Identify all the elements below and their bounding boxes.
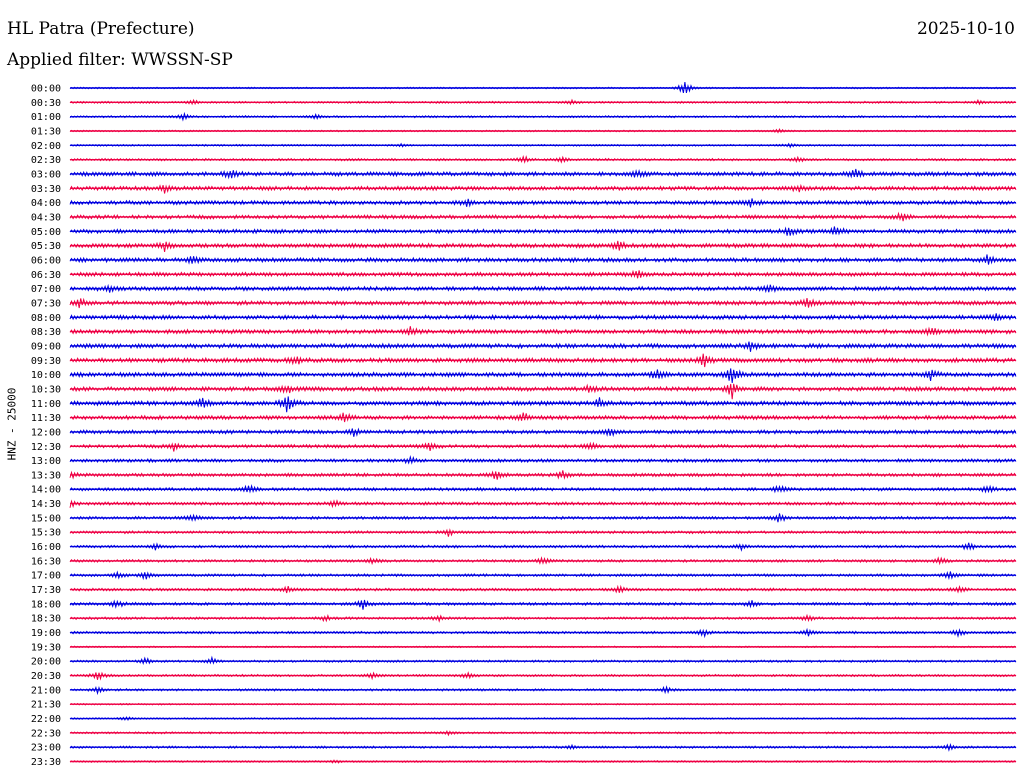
time-tick-label: 04:30 <box>31 212 61 223</box>
time-tick-label: 01:30 <box>31 126 61 137</box>
time-tick-label: 14:00 <box>31 485 61 496</box>
time-tick-label: 02:30 <box>31 155 61 166</box>
time-tick-label: 13:30 <box>31 470 61 481</box>
time-tick-label: 04:00 <box>31 198 61 209</box>
trace-0530 <box>69 240 1017 252</box>
trace-0330 <box>69 183 1017 194</box>
time-tick-label: 02:00 <box>31 141 61 152</box>
time-tick-label: 15:30 <box>31 528 61 539</box>
time-tick-label: 18:30 <box>31 614 61 625</box>
time-tick-label: 07:00 <box>31 284 61 295</box>
time-tick-label: 15:00 <box>31 513 61 524</box>
time-tick-label: 00:30 <box>31 98 61 109</box>
trace-1030 <box>69 383 1017 400</box>
time-tick-label: 00:00 <box>31 84 61 95</box>
time-tick-label: 16:00 <box>31 542 61 553</box>
trace-1800 <box>69 599 1017 610</box>
time-tick-label: 18:00 <box>31 599 61 610</box>
trace-2000 <box>69 655 1017 665</box>
time-tick-label: 12:30 <box>31 442 61 453</box>
time-tick-label: 20:00 <box>31 657 61 668</box>
time-tick-label: 17:00 <box>31 571 61 582</box>
time-tick-label: 17:30 <box>31 585 61 596</box>
time-tick-label: 20:30 <box>31 671 61 682</box>
time-tick-label: 05:30 <box>31 241 61 252</box>
time-tick-label: 06:00 <box>31 255 61 266</box>
time-tick-label: 22:00 <box>31 714 61 725</box>
time-tick-label: 10:00 <box>31 370 61 381</box>
time-tick-label: 11:30 <box>31 413 61 424</box>
date-label: 2025-10-10 <box>916 19 1015 39</box>
trace-1530 <box>69 528 1017 537</box>
time-tick-label: 03:30 <box>31 184 61 195</box>
trace-1200 <box>69 427 1017 438</box>
time-tick-label: 10:30 <box>31 384 61 395</box>
time-tick-label: 19:30 <box>31 642 61 653</box>
time-tick-label: 14:30 <box>31 499 61 510</box>
time-tick-label: 19:00 <box>31 628 61 639</box>
trace-0900 <box>69 341 1017 352</box>
trace-0830 <box>69 326 1017 337</box>
time-tick-label: 09:30 <box>31 356 61 367</box>
time-tick-label: 23:00 <box>31 743 61 754</box>
time-tick-label: 07:30 <box>31 298 61 309</box>
time-tick-label: 06:30 <box>31 270 61 281</box>
trace-1230 <box>69 441 1017 452</box>
time-tick-label: 21:00 <box>31 685 61 696</box>
filter-label: Applied filter: WWSSN-SP <box>7 50 233 70</box>
time-tick-label: 05:00 <box>31 227 61 238</box>
time-tick-label: 23:30 <box>31 757 61 768</box>
time-tick-label: 08:30 <box>31 327 61 338</box>
trace-1000 <box>69 368 1017 383</box>
time-tick-label: 11:00 <box>31 399 61 410</box>
trace-1100 <box>69 396 1017 413</box>
time-tick-label: 21:30 <box>31 700 61 711</box>
time-tick-label: 16:30 <box>31 556 61 567</box>
time-tick-label: 03:00 <box>31 169 61 180</box>
time-tick-label: 09:00 <box>31 341 61 352</box>
time-tick-label: 08:00 <box>31 313 61 324</box>
time-tick-label: 22:30 <box>31 728 61 739</box>
time-tick-label: 01:00 <box>31 112 61 123</box>
time-tick-label: 13:00 <box>31 456 61 467</box>
station-title: HL Patra (Prefecture) <box>7 19 195 39</box>
time-tick-label: 12:00 <box>31 427 61 438</box>
